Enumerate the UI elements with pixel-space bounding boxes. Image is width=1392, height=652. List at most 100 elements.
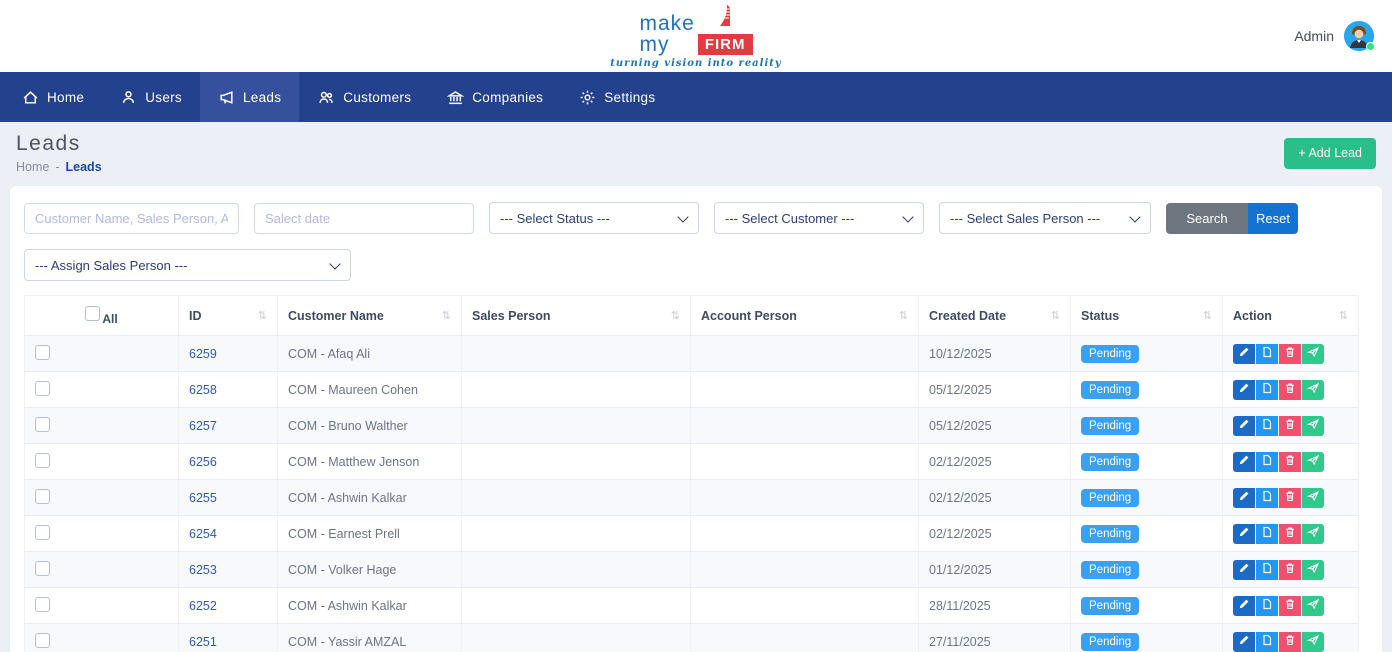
paper-plane-icon bbox=[1306, 598, 1320, 613]
edit-button[interactable] bbox=[1233, 415, 1255, 436]
lead-id-link[interactable]: 6252 bbox=[189, 598, 217, 613]
send-button[interactable] bbox=[1302, 343, 1324, 364]
nav-item-leads[interactable]: Leads bbox=[199, 72, 300, 122]
breadcrumb-current: Leads bbox=[65, 160, 102, 174]
sales-person-select[interactable]: --- Select Sales Person --- bbox=[939, 202, 1151, 234]
document-button[interactable] bbox=[1256, 631, 1278, 652]
delete-button[interactable] bbox=[1279, 523, 1301, 544]
status-select[interactable]: --- Select Status --- bbox=[489, 202, 699, 234]
edit-button[interactable] bbox=[1233, 343, 1255, 364]
sort-icon[interactable]: ⇅ bbox=[1202, 310, 1212, 322]
document-button[interactable] bbox=[1256, 451, 1278, 472]
assign-sales-person-select[interactable]: --- Assign Sales Person --- bbox=[24, 249, 351, 281]
status-column-header[interactable]: Status ⇅ bbox=[1070, 295, 1223, 336]
select-all-checkbox[interactable] bbox=[85, 305, 101, 321]
nav-item-customers[interactable]: Customers bbox=[299, 72, 429, 122]
account-person-column-header[interactable]: Account Person ⇅ bbox=[690, 295, 919, 336]
delete-button[interactable] bbox=[1279, 415, 1301, 436]
delete-button[interactable] bbox=[1279, 379, 1301, 400]
lead-id-link[interactable]: 6254 bbox=[189, 526, 217, 541]
add-lead-button[interactable]: + Add Lead bbox=[1284, 137, 1376, 169]
sort-icon[interactable]: ⇅ bbox=[670, 310, 680, 322]
document-button[interactable] bbox=[1256, 487, 1278, 508]
send-button[interactable] bbox=[1302, 379, 1324, 400]
lead-id-link[interactable]: 6258 bbox=[189, 382, 217, 397]
id-column-header[interactable]: ID ⇅ bbox=[178, 295, 278, 336]
delete-button[interactable] bbox=[1279, 343, 1301, 364]
edit-button[interactable] bbox=[1233, 451, 1255, 472]
sort-icon[interactable]: ⇅ bbox=[1338, 310, 1348, 322]
delete-button[interactable] bbox=[1279, 595, 1301, 616]
status-badge: Pending bbox=[1081, 344, 1140, 363]
delete-button[interactable] bbox=[1279, 487, 1301, 508]
delete-button[interactable] bbox=[1279, 559, 1301, 580]
file-icon bbox=[1261, 346, 1273, 361]
created-date-column-header[interactable]: Created Date ⇅ bbox=[918, 295, 1071, 336]
document-button[interactable] bbox=[1256, 559, 1278, 580]
row-checkbox[interactable] bbox=[35, 452, 50, 468]
search-button[interactable]: Search bbox=[1166, 202, 1248, 234]
edit-button[interactable] bbox=[1233, 595, 1255, 616]
send-button[interactable] bbox=[1302, 487, 1324, 508]
send-button[interactable] bbox=[1302, 451, 1324, 472]
breadcrumb-home[interactable]: Home bbox=[16, 160, 50, 174]
delete-button[interactable] bbox=[1279, 631, 1301, 652]
edit-button[interactable] bbox=[1233, 379, 1255, 400]
edit-button[interactable] bbox=[1233, 559, 1255, 580]
date-filter-input[interactable] bbox=[254, 202, 474, 234]
reset-button[interactable]: Reset bbox=[1248, 202, 1298, 234]
avatar[interactable] bbox=[1344, 21, 1375, 51]
delete-button[interactable] bbox=[1279, 451, 1301, 472]
sort-icon[interactable]: ⇅ bbox=[257, 310, 267, 322]
sort-icon[interactable]: ⇅ bbox=[1050, 310, 1060, 322]
edit-button[interactable] bbox=[1233, 631, 1255, 652]
send-button[interactable] bbox=[1302, 415, 1324, 436]
trash-icon bbox=[1284, 418, 1296, 433]
sales-person-cell bbox=[461, 371, 691, 408]
row-checkbox[interactable] bbox=[35, 524, 50, 540]
send-button[interactable] bbox=[1302, 523, 1324, 544]
sort-icon[interactable]: ⇅ bbox=[441, 310, 451, 322]
action-button-group bbox=[1233, 523, 1348, 544]
sales-person-column-header[interactable]: Sales Person ⇅ bbox=[461, 295, 691, 336]
account-person-cell bbox=[690, 479, 919, 516]
lead-id-link[interactable]: 6256 bbox=[189, 454, 217, 469]
sort-icon[interactable]: ⇅ bbox=[898, 310, 908, 322]
building-icon bbox=[717, 4, 733, 34]
document-button[interactable] bbox=[1256, 595, 1278, 616]
row-checkbox[interactable] bbox=[35, 380, 50, 396]
document-button[interactable] bbox=[1256, 343, 1278, 364]
row-checkbox[interactable] bbox=[35, 560, 50, 576]
send-button[interactable] bbox=[1302, 559, 1324, 580]
pencil-icon bbox=[1238, 634, 1250, 649]
customer-select[interactable]: --- Select Customer --- bbox=[714, 202, 924, 234]
lead-id-link[interactable]: 6259 bbox=[189, 346, 217, 361]
row-checkbox[interactable] bbox=[35, 416, 50, 432]
send-button[interactable] bbox=[1302, 631, 1324, 652]
nav-item-settings[interactable]: Settings bbox=[561, 72, 673, 122]
row-checkbox[interactable] bbox=[35, 488, 50, 504]
nav-item-home[interactable]: Home bbox=[4, 72, 102, 122]
pencil-icon bbox=[1238, 490, 1250, 505]
row-checkbox[interactable] bbox=[35, 596, 50, 612]
document-button[interactable] bbox=[1256, 415, 1278, 436]
action-column-header[interactable]: Action ⇅ bbox=[1222, 295, 1359, 336]
account-person-cell bbox=[690, 587, 919, 624]
customer-name-column-header[interactable]: Customer Name ⇅ bbox=[277, 295, 462, 336]
row-checkbox[interactable] bbox=[35, 344, 50, 360]
account-person-cell bbox=[690, 443, 919, 480]
send-button[interactable] bbox=[1302, 595, 1324, 616]
edit-button[interactable] bbox=[1233, 487, 1255, 508]
status-badge: Pending bbox=[1081, 596, 1140, 615]
edit-button[interactable] bbox=[1233, 523, 1255, 544]
lead-id-link[interactable]: 6251 bbox=[189, 634, 217, 649]
lead-id-link[interactable]: 6253 bbox=[189, 562, 217, 577]
lead-id-link[interactable]: 6255 bbox=[189, 490, 217, 505]
document-button[interactable] bbox=[1256, 523, 1278, 544]
lead-id-link[interactable]: 6257 bbox=[189, 418, 217, 433]
keyword-search-input[interactable] bbox=[24, 202, 239, 234]
row-checkbox[interactable] bbox=[35, 632, 50, 648]
document-button[interactable] bbox=[1256, 379, 1278, 400]
nav-item-users[interactable]: Users bbox=[102, 72, 200, 122]
nav-item-companies[interactable]: Companies bbox=[429, 72, 561, 122]
